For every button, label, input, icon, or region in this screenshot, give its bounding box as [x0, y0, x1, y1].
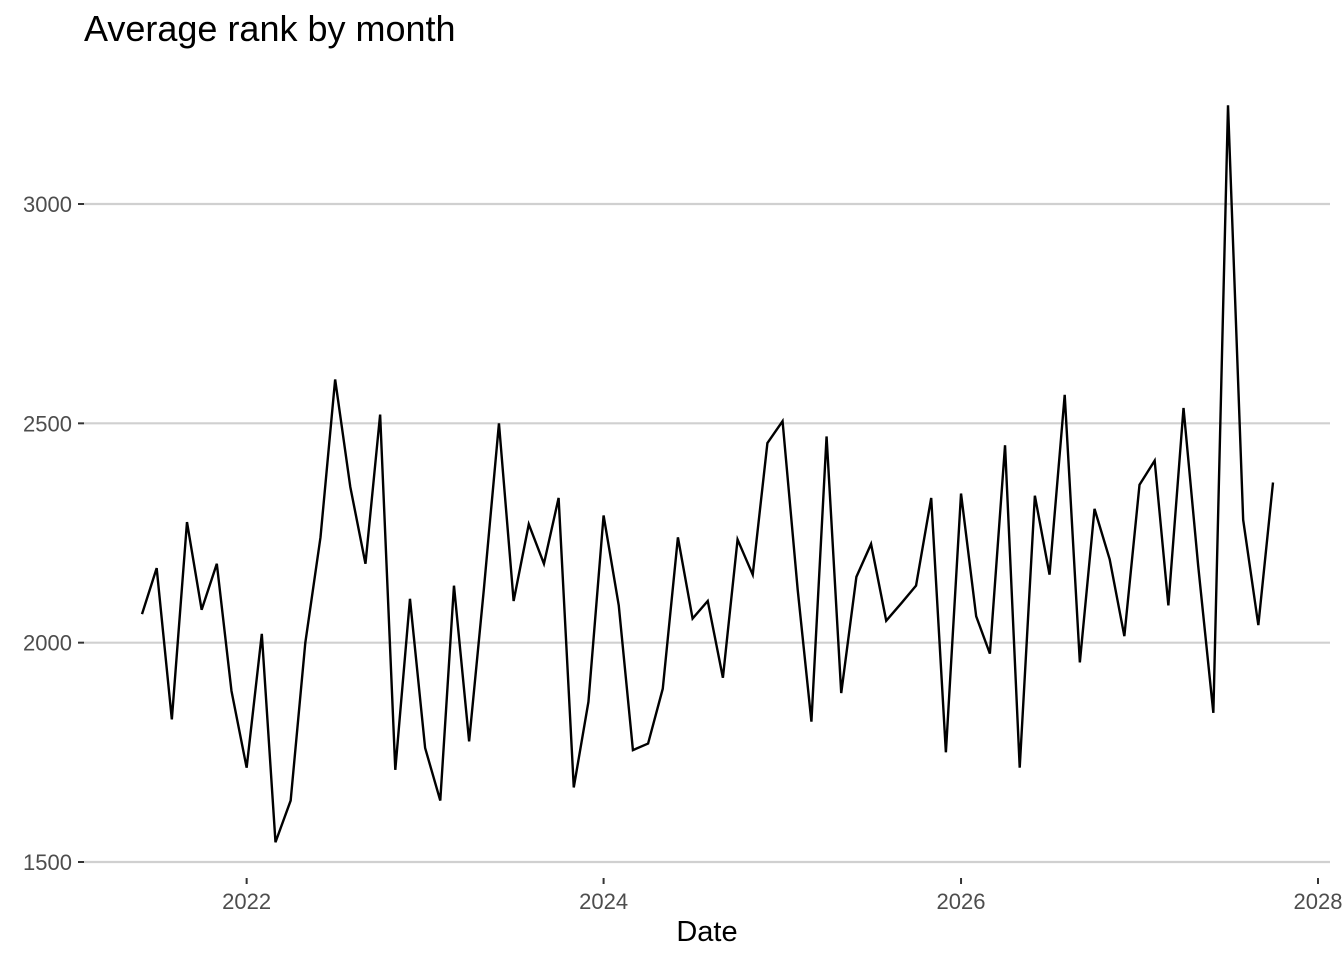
grid-lines	[84, 202, 1330, 864]
y-tick-label: 1500	[23, 850, 72, 875]
y-tick-label: 2000	[23, 631, 72, 656]
x-tick-label: 2028	[1294, 889, 1343, 914]
x-tick-label: 2024	[579, 889, 628, 914]
x-axis-title: Date	[676, 916, 737, 948]
series-line	[140, 105, 1275, 843]
y-tick-label: 3000	[23, 192, 72, 217]
series-layer	[140, 105, 1275, 843]
axes: 1500 2000 2500 3000 2022 2024 2026 2028	[23, 192, 1342, 914]
x-tick-label: 2026	[937, 889, 986, 914]
chart-title: Average rank by month	[84, 8, 456, 49]
y-tick-label: 2500	[23, 411, 72, 436]
x-tick-label: 2022	[222, 889, 271, 914]
